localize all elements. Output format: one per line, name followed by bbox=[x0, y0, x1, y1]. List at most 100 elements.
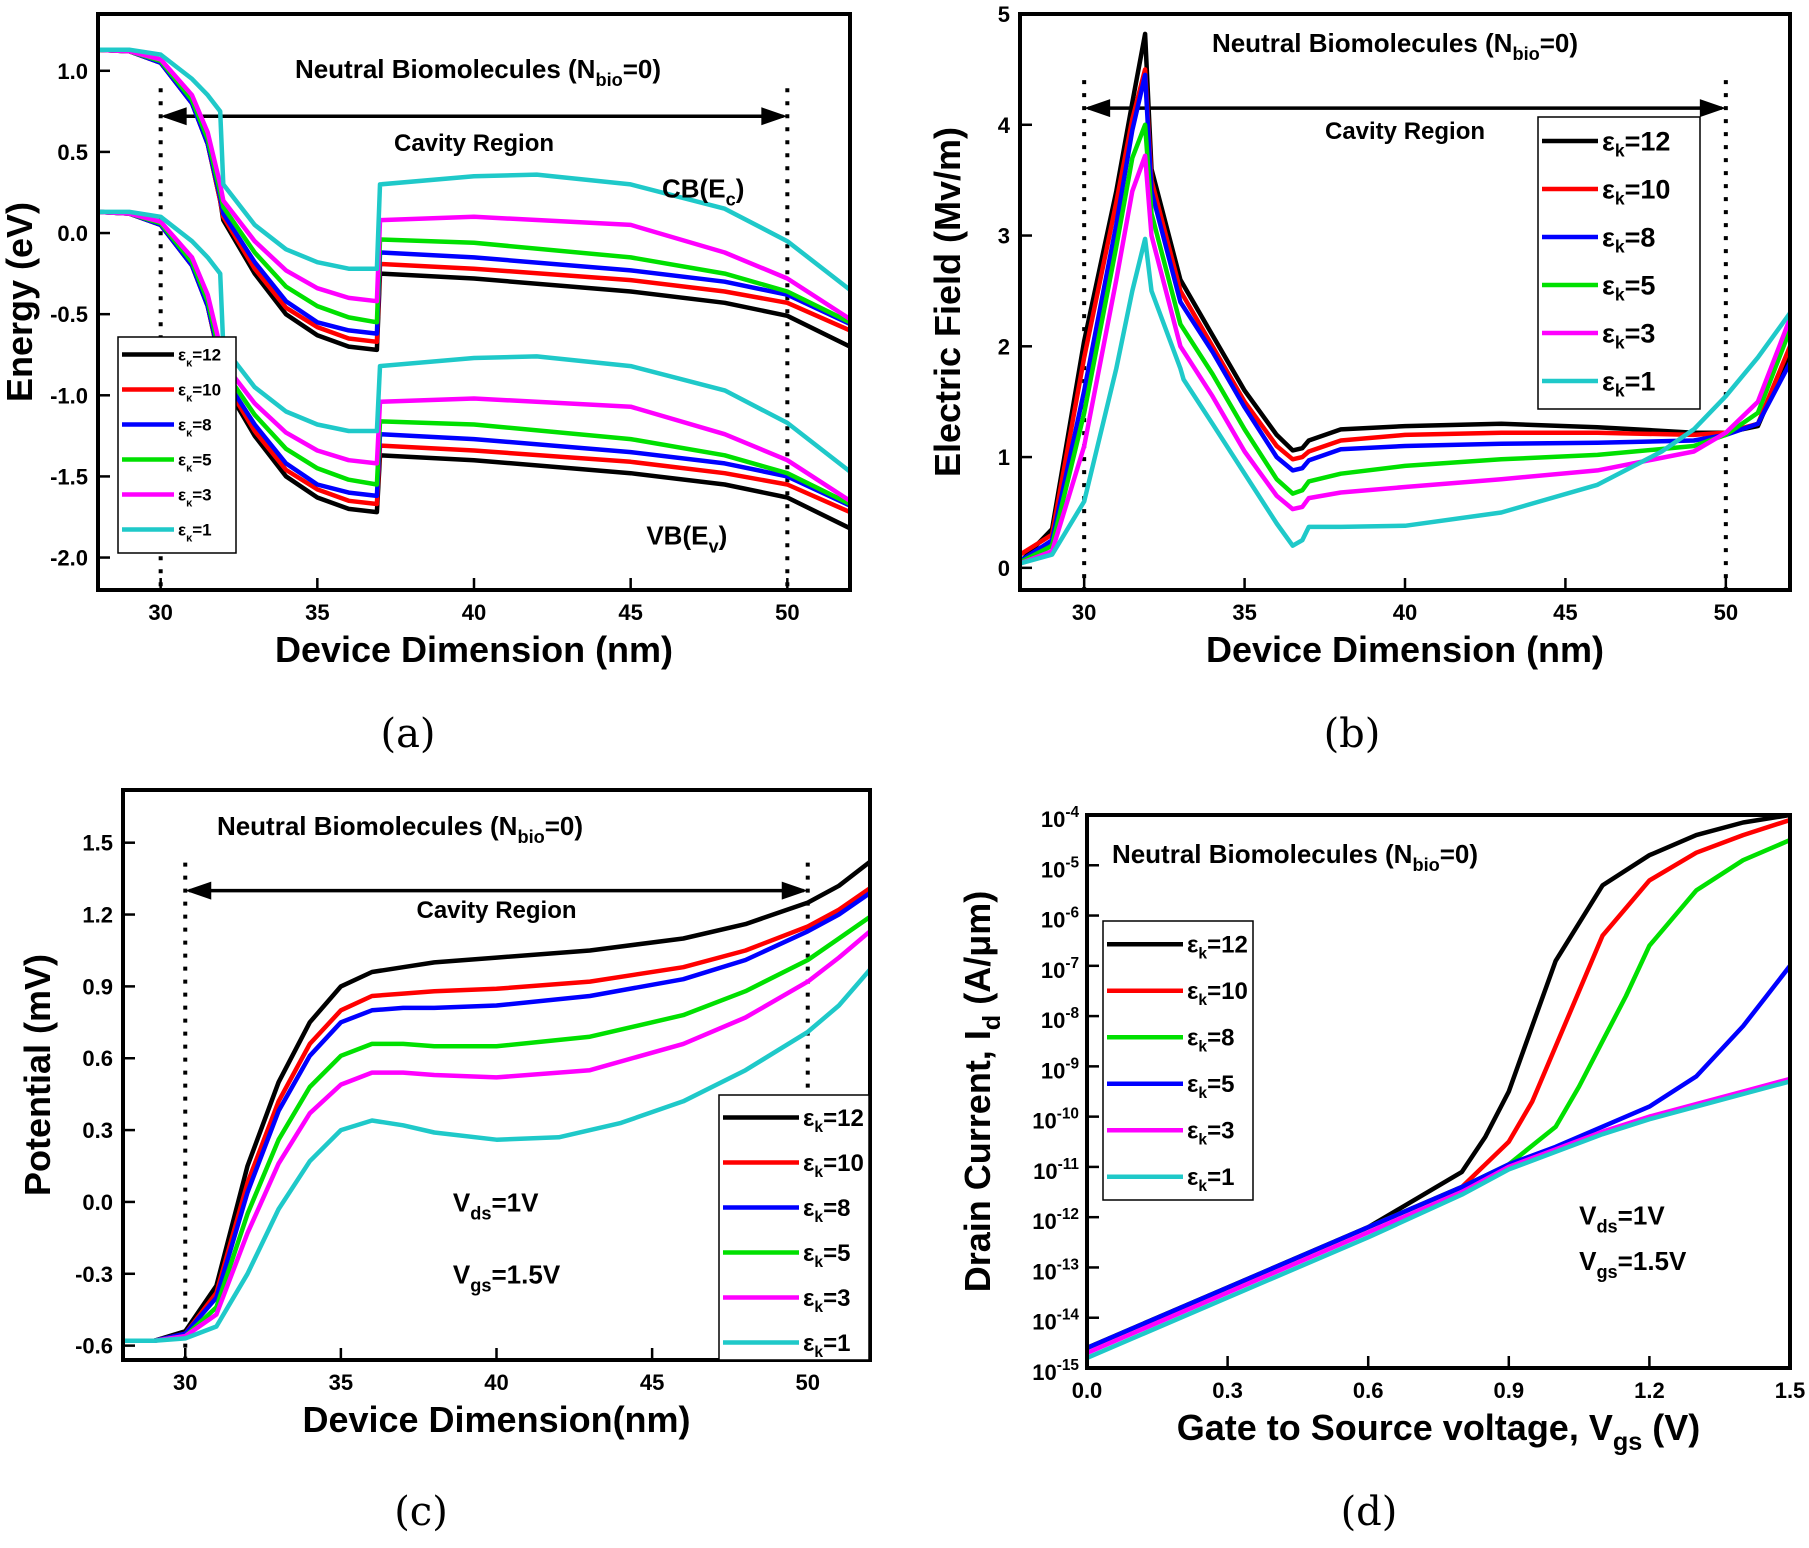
chart-title-sub: bio bbox=[595, 70, 622, 90]
legend-label-0-base: ε bbox=[1187, 932, 1198, 959]
y-tick-label: 0.0 bbox=[82, 1190, 113, 1215]
legend-label-3-sub: k bbox=[1198, 1085, 1207, 1102]
legend-label-3-tail: =5 bbox=[192, 450, 211, 469]
x-tick-label: 0.9 bbox=[1494, 1378, 1525, 1403]
chart-title: Neutral Biomolecules (Nbio=0) bbox=[217, 811, 583, 847]
legend-label-1: εk=10 bbox=[1602, 174, 1670, 208]
legend-label-4: εk=3 bbox=[803, 1285, 850, 1316]
legend-label-2-base: ε bbox=[1602, 222, 1615, 252]
x-axis: 30 35 40 45 50 bbox=[148, 578, 800, 625]
legend-label-5-tail: =1 bbox=[1625, 366, 1656, 396]
y-axis: 0 1 2 3 4 5 bbox=[998, 2, 1032, 581]
legend-box bbox=[1537, 116, 1701, 410]
axes-frame bbox=[1085, 813, 1792, 1370]
panel-caption: (c) bbox=[394, 1489, 448, 1535]
annotation-0-base: V bbox=[453, 1188, 471, 1218]
y-tick-label: 0.9 bbox=[82, 974, 113, 999]
panel-a: Cavity Region 30 35 40 45 50 1.0 0.5 0.0 -0.5 -1.0… bbox=[0, 12, 852, 757]
legend-label-0-sub: k bbox=[814, 1119, 823, 1136]
annotation-0-sub: c bbox=[726, 189, 736, 209]
y-tick-label-base: 10 bbox=[1041, 857, 1065, 882]
y-tick-label-base: 10 bbox=[1033, 1159, 1057, 1184]
y-tick-label: 10-14 bbox=[1032, 1307, 1079, 1335]
x-tick-label: 30 bbox=[148, 600, 172, 625]
legend-label-1-base: ε bbox=[178, 380, 186, 399]
y-tick-label: 3 bbox=[998, 224, 1010, 249]
series-line-vb-3 bbox=[98, 209, 850, 507]
legend-label-0: εk=12 bbox=[1602, 126, 1670, 160]
x-axis: 30 35 40 45 50 bbox=[1072, 578, 1738, 625]
annotation-1-tail: ) bbox=[719, 521, 728, 551]
chart-title-base: Neutral Biomolecules (N bbox=[1212, 28, 1513, 58]
series-line-vb-5 bbox=[98, 209, 850, 474]
y-tick-label-base: 10 bbox=[1032, 1209, 1056, 1234]
annotation-1-sub: gs bbox=[1596, 1262, 1617, 1282]
x-tick-label: 30 bbox=[1072, 600, 1096, 625]
y-tick-label: 2 bbox=[998, 334, 1010, 359]
x-tick-label: 50 bbox=[775, 600, 799, 625]
x-tick-label: 45 bbox=[618, 600, 642, 625]
x-tick-label: 45 bbox=[1553, 600, 1577, 625]
y-tick-label: 0.3 bbox=[82, 1118, 113, 1143]
series-line-cb-5 bbox=[98, 47, 850, 293]
y-tick-label: -1.5 bbox=[50, 464, 88, 489]
chart-title: Neutral Biomolecules (Nbio=0) bbox=[1112, 839, 1478, 875]
x-tick-label: 30 bbox=[173, 1370, 197, 1395]
annotation-1: VB(Ev) bbox=[646, 521, 727, 557]
annotation-0-tail: =1V bbox=[492, 1188, 540, 1218]
y-tick-label: 1.2 bbox=[82, 903, 113, 928]
series-line-1 bbox=[1020, 67, 1790, 557]
panel-d: 0.0 0.3 0.6 0.9 1.2 1.510-410-510-610-710-810… bbox=[957, 804, 1805, 1535]
legend-label-3: εκ=5 bbox=[178, 450, 212, 474]
y-tick-label: 0.6 bbox=[82, 1046, 113, 1071]
x-tick-label: 35 bbox=[329, 1370, 353, 1395]
legend-label-3-base: ε bbox=[803, 1240, 814, 1267]
region-arrow-right-head bbox=[1699, 99, 1726, 118]
legend-label-0-base: ε bbox=[178, 345, 186, 364]
legend-label-0-tail: =12 bbox=[823, 1105, 864, 1132]
y-axis: 1.5 1.2 0.9 0.6 0.3 0.0 -0.3 -0.6 bbox=[75, 831, 135, 1359]
x-tick-label: 45 bbox=[640, 1370, 664, 1395]
legend-label-3-sub: κ bbox=[186, 462, 193, 474]
x-tick-label: 50 bbox=[796, 1370, 820, 1395]
legend-label-0-base: ε bbox=[803, 1105, 814, 1132]
y-tick-label-exp: -12 bbox=[1057, 1206, 1079, 1223]
chart-title-tail: =0) bbox=[545, 811, 583, 841]
y-tick-label: -0.5 bbox=[50, 302, 88, 327]
panel-caption: (b) bbox=[1324, 711, 1381, 757]
x-axis-title: Device Dimension (nm) bbox=[1206, 629, 1604, 670]
series-line-3 bbox=[1087, 963, 1790, 1351]
region-label: Cavity Region bbox=[394, 130, 554, 157]
legend-label-4-base: ε bbox=[178, 485, 186, 504]
legend-label-4-base: ε bbox=[1187, 1118, 1198, 1145]
legend-label-5-sub: k bbox=[1615, 380, 1625, 400]
y-tick-label: 10-7 bbox=[1041, 955, 1079, 983]
x-tick-label: 0.6 bbox=[1353, 1378, 1384, 1403]
legend-label-3: εk=5 bbox=[1602, 270, 1655, 304]
y-tick-label-exp: -9 bbox=[1065, 1055, 1079, 1072]
chart-title-sub: bio bbox=[1512, 44, 1539, 64]
series-group bbox=[1087, 815, 1790, 1361]
y-tick-label: -0.3 bbox=[75, 1262, 113, 1287]
legend-label-5: εk=1 bbox=[1602, 366, 1655, 400]
legend-label-4-tail: =3 bbox=[1625, 318, 1656, 348]
series-line-2 bbox=[1020, 72, 1790, 564]
legend-label-2: εk=8 bbox=[803, 1195, 850, 1226]
x-axis-title-base: Device Dimension (nm) bbox=[1206, 629, 1604, 670]
y-tick-label-exp: -8 bbox=[1065, 1005, 1079, 1022]
legend-label-3-tail: =5 bbox=[823, 1240, 850, 1267]
y-tick-label: 10-8 bbox=[1041, 1005, 1080, 1033]
legend-label-2-tail: =8 bbox=[192, 415, 211, 434]
y-tick-label-base: 10 bbox=[1032, 1310, 1056, 1335]
legend-label-5-sub: k bbox=[814, 1344, 823, 1361]
series-group bbox=[98, 47, 850, 531]
y-tick-label: 10-4 bbox=[1041, 804, 1080, 832]
legend-label-2-tail: =8 bbox=[823, 1195, 850, 1222]
x-axis-title-base: Gate to Source voltage, V bbox=[1177, 1407, 1613, 1448]
series-group bbox=[123, 859, 870, 1344]
chart-title-tail: =0) bbox=[1540, 28, 1578, 58]
legend-label-4-sub: k bbox=[1615, 332, 1625, 352]
